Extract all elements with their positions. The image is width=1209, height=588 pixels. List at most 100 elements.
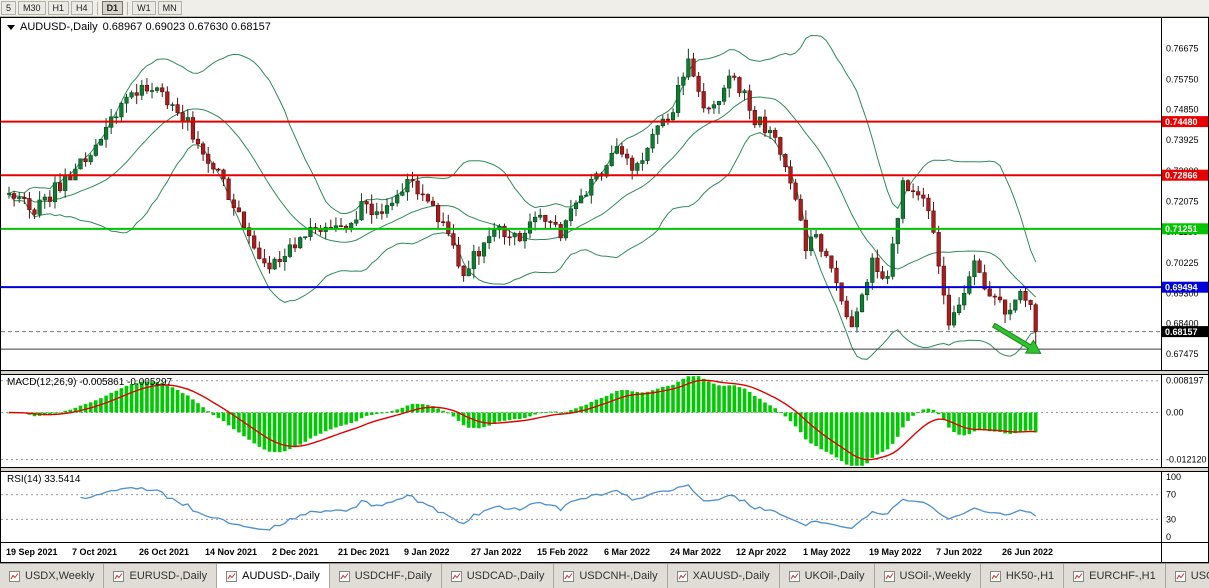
- chart-tab-usdcad-daily[interactable]: USDCAD-,Daily: [441, 564, 555, 588]
- price-badge: [1162, 223, 1208, 235]
- tab-label: USOil-,Weekly: [899, 570, 971, 582]
- time-axis-label: 9 Jan 2022: [404, 547, 450, 557]
- tab-label: USOil-,H1: [1190, 570, 1209, 582]
- time-axis-label: 19 Sep 2021: [6, 547, 58, 557]
- horizontal-lines[interactable]: [1, 120, 1161, 350]
- chart-tab-usdcnh-daily[interactable]: USDCNH-,Daily: [554, 564, 668, 588]
- price-axis-label: 0.72075: [1166, 197, 1199, 207]
- rsi-chart-canvas[interactable]: 100 70 30 0: [1, 472, 1208, 542]
- price-badge: [1162, 116, 1208, 128]
- candlestick-series: [6, 48, 1038, 350]
- chart-tab-usdchf-daily[interactable]: USDCHF-,Daily: [329, 564, 442, 588]
- rsi-axis-label: 100: [1166, 472, 1181, 482]
- tab-label: USDCNH-,Daily: [579, 570, 658, 582]
- price-axis-label: 0.70225: [1166, 258, 1199, 268]
- axis-separator: [1161, 543, 1162, 562]
- price-badge-label: 0.69494: [1165, 282, 1198, 292]
- toolbar-separator: [127, 1, 129, 15]
- chart-tab-xauusd-daily[interactable]: XAUUSD-,Daily: [667, 564, 780, 588]
- tab-label: HK50-,H1: [1005, 570, 1055, 582]
- chart-tab-usoil-weekly[interactable]: USOil-,Weekly: [874, 564, 981, 588]
- macd-histogram: [7, 376, 1038, 466]
- time-axis-label: 7 Jun 2022: [936, 547, 983, 557]
- price-axis-label: 0.68400: [1166, 319, 1199, 329]
- timeframe-button-d1[interactable]: D1: [101, 1, 124, 15]
- tab-label: USDCAD-,Daily: [466, 570, 545, 582]
- tab-label: USDX,Weekly: [25, 570, 95, 582]
- price-axis-label: 0.76675: [1166, 44, 1199, 54]
- chart-tab-icon: [883, 570, 895, 582]
- chart-tab-eurchf-h1[interactable]: EURCHF-,H1: [1064, 564, 1166, 588]
- time-axis-label: 12 Apr 2022: [736, 547, 787, 557]
- chart-window: 0.766750.757500.748500.739250.730000.720…: [0, 17, 1209, 563]
- price-badge: [1162, 326, 1208, 338]
- chart-tab-icon: [989, 570, 1001, 582]
- timeframe-button-m30[interactable]: M30: [18, 1, 46, 15]
- macd-pane[interactable]: 0.008197 0.00 -0.012120 MACD(12,26,9) -0.0…: [1, 375, 1208, 467]
- timeframe-button-5[interactable]: 5: [1, 1, 17, 15]
- price-axis-label: 0.75750: [1166, 74, 1199, 84]
- macd-chart-canvas[interactable]: 0.008197 0.00 -0.012120: [1, 375, 1208, 467]
- chart-tab-usdx-weekly[interactable]: USDX,Weekly: [0, 564, 105, 588]
- chart-tab-bar: USDX,Weekly EURUSD-,Daily AUDUSD-,Daily USD…: [0, 563, 1209, 588]
- time-axis-label: 26 Oct 2021: [139, 547, 190, 557]
- price-chart-canvas[interactable]: 0.766750.757500.748500.739250.730000.720…: [1, 18, 1208, 370]
- timeframe-button-mn[interactable]: MN: [157, 1, 182, 15]
- price-badge-label: 0.68157: [1165, 327, 1198, 337]
- rsi-line: [80, 484, 1037, 531]
- chart-tab-icon: [9, 570, 20, 582]
- tab-label: EURUSD-,Daily: [129, 570, 208, 582]
- rsi-axis-label: 30: [1166, 514, 1176, 524]
- rsi-axis-label: 0: [1166, 532, 1171, 542]
- pane-splitter[interactable]: [1, 467, 1208, 472]
- time-axis-label: 19 May 2022: [869, 547, 922, 557]
- time-axis-label: 14 Nov 2021: [205, 547, 258, 557]
- time-axis-label: 27 Jan 2022: [471, 547, 522, 557]
- chart-tab-icon: [450, 570, 462, 582]
- time-axis-label: 7 Oct 2021: [72, 547, 118, 557]
- macd-signal-line: [8, 379, 1036, 461]
- timeframe-button-w1[interactable]: W1: [132, 1, 156, 15]
- price-badge-label: 0.71251: [1165, 224, 1198, 234]
- price-axis-label: 0.67475: [1166, 349, 1199, 359]
- rsi-pane[interactable]: 100 70 30 0 RSI(14) 33.5414: [1, 472, 1208, 542]
- time-axis-label: 26 Jun 2022: [1002, 547, 1054, 557]
- chart-tab-icon: [338, 570, 350, 582]
- price-badge-label: 0.74480: [1165, 117, 1198, 127]
- time-axis-label: 24 Mar 2022: [670, 547, 722, 557]
- chart-tab-icon: [563, 570, 575, 582]
- pane-splitter[interactable]: [1, 370, 1208, 375]
- timeframe-button-h4[interactable]: H4: [71, 1, 93, 15]
- time-axis: 19 Sep 2021 7 Oct 2021 26 Oct 2021 14 Nov 2…: [1, 542, 1208, 562]
- chart-tab-icon: [676, 570, 688, 582]
- chart-tab-usoil-h1[interactable]: USOil-,H1: [1165, 564, 1209, 588]
- toolbar-separator: [96, 1, 98, 15]
- chart-tab-eurusd-daily[interactable]: EURUSD-,Daily: [104, 564, 218, 588]
- price-badge-label: 0.72866: [1165, 170, 1198, 180]
- time-axis-label: 2 Dec 2021: [272, 547, 319, 557]
- tab-label: AUDUSD-,Daily: [242, 570, 320, 582]
- chart-tab-icon: [788, 570, 800, 582]
- down-trend-arrow[interactable]: [991, 322, 1042, 354]
- chart-tab-icon: [226, 570, 238, 582]
- chart-tab-icon: [1174, 570, 1186, 582]
- price-pane[interactable]: 0.766750.757500.748500.739250.730000.720…: [1, 18, 1208, 370]
- chart-tab-icon: [1073, 570, 1085, 582]
- chart-tab-hk50-h1[interactable]: HK50-,H1: [980, 564, 1065, 588]
- timeframe-button-h1[interactable]: H1: [47, 1, 70, 15]
- chart-tab-audusd-daily[interactable]: AUDUSD-,Daily: [217, 564, 330, 588]
- price-badge: [1162, 281, 1208, 293]
- price-axis-label: 0.74850: [1166, 104, 1199, 114]
- chart-tab-ukoil-daily[interactable]: UKOil-,Daily: [779, 564, 875, 588]
- rsi-axis-label: 70: [1166, 490, 1176, 500]
- chart-tab-icon: [113, 570, 125, 582]
- price-axis-label: 0.73925: [1166, 135, 1199, 145]
- tab-label: USDCHF-,Daily: [354, 570, 432, 582]
- tab-label: EURCHF-,H1: [1089, 570, 1156, 582]
- macd-axis-label: 0.008197: [1166, 376, 1204, 386]
- tab-label: UKOil-,Daily: [804, 570, 865, 582]
- price-badge: [1162, 169, 1208, 181]
- time-axis-label: 15 Feb 2022: [537, 547, 589, 557]
- symbol-dropdown-icon[interactable]: [7, 24, 15, 30]
